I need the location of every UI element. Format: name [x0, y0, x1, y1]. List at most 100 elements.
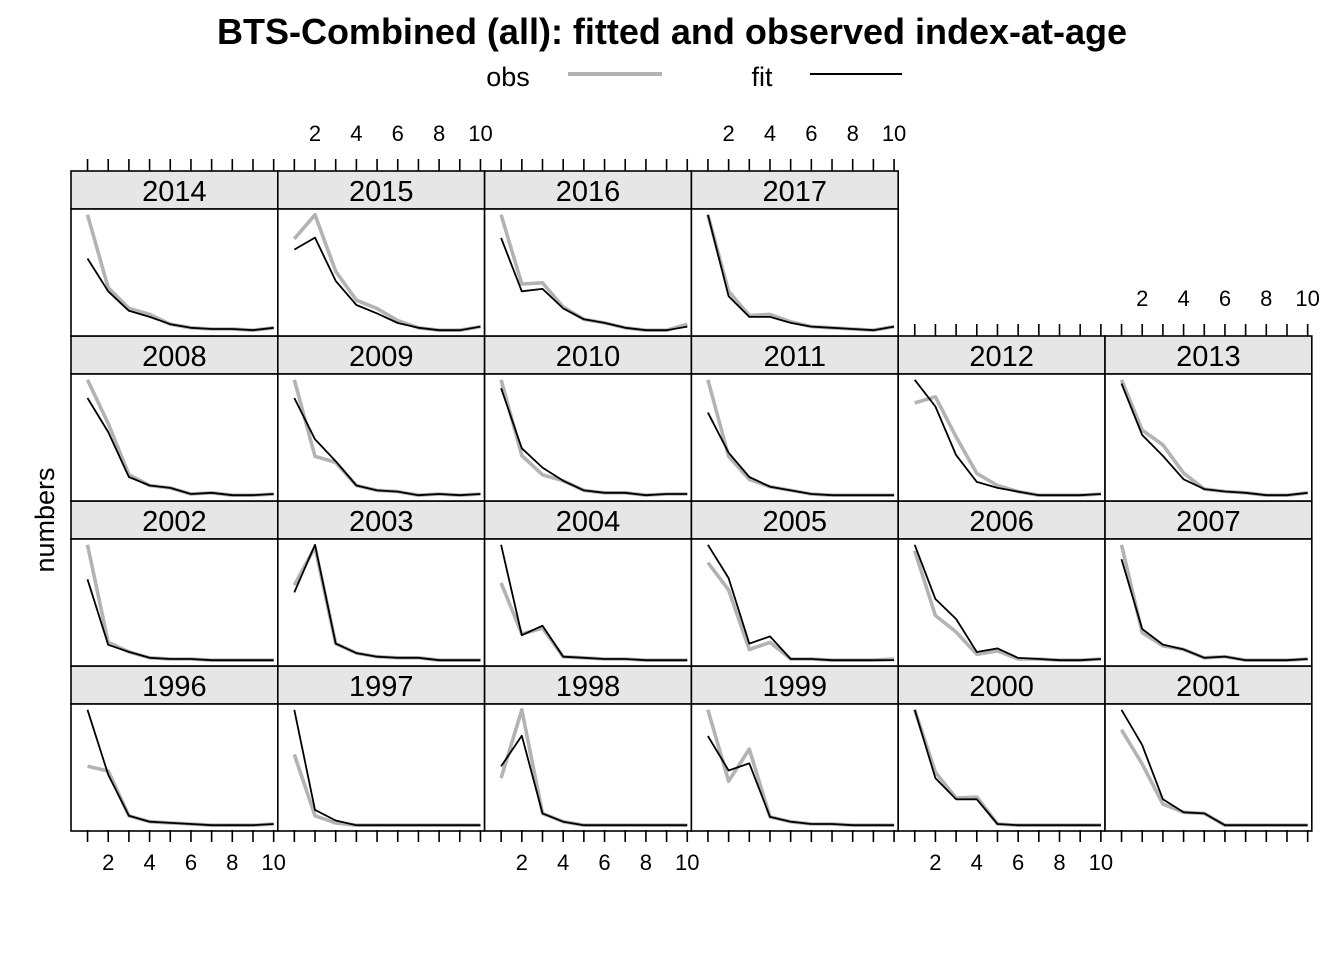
strip-label-1999: 1999	[763, 671, 828, 703]
x-tick-label-top: 10	[1295, 286, 1319, 311]
fit-line-2000	[913, 709, 1101, 827]
strip-label-2012: 2012	[969, 341, 1034, 373]
strip-2008	[70, 335, 279, 375]
fit-line-2001	[1120, 709, 1308, 827]
plot-area-2008	[70, 373, 279, 502]
x-tick-label-top: 4	[350, 121, 362, 146]
fit-line-2015	[293, 236, 481, 332]
strip-label-2007: 2007	[1176, 506, 1241, 538]
panel-2003: 2003	[276, 500, 486, 667]
fit-line-2002	[86, 579, 274, 662]
plot-area-2013	[1104, 373, 1313, 502]
strip-label-2015: 2015	[349, 176, 414, 208]
x-tick-label-top: 6	[805, 121, 817, 146]
plot-area-2015	[276, 208, 486, 337]
x-tick-label-top: 6	[392, 121, 404, 146]
panel-2016: 2016	[483, 170, 693, 337]
x-tick-label-bottom: 4	[143, 850, 155, 875]
x-tick-label-bottom: 8	[640, 850, 652, 875]
fit-line-2016	[500, 237, 688, 332]
x-tick-label-top: 2	[309, 121, 321, 146]
chart-title: BTS-Combined (all): fitted and observed …	[217, 11, 1127, 52]
panel-grid: 1996 1997 1998 1999 2000 2001 2002 2003 2004 2005…	[70, 121, 1320, 875]
fit-line-2004	[500, 544, 688, 662]
panel-2010: 2010	[483, 335, 693, 502]
panel-2017: 2017	[690, 170, 900, 337]
plot-area-2003	[276, 538, 486, 667]
plot-area-2002	[70, 538, 279, 667]
strip-label-2002: 2002	[142, 506, 207, 538]
panel-1996: 1996	[70, 665, 279, 832]
panel-2012: 2012	[897, 335, 1106, 502]
plot-area-2001	[1104, 703, 1313, 832]
x-tick-label-top: 4	[764, 121, 776, 146]
x-tick-label-top: 10	[468, 121, 492, 146]
plot-area-2004	[483, 538, 693, 667]
panel-2009: 2009	[276, 335, 486, 502]
strip-label-2013: 2013	[1176, 341, 1241, 373]
y-axis-label: numbers	[30, 467, 60, 572]
strip-2009	[276, 335, 486, 375]
panel-2002: 2002	[70, 500, 279, 667]
x-tick-label-bottom: 10	[1089, 850, 1113, 875]
x-tick-label-bottom: 6	[1012, 850, 1024, 875]
x-tick-label-bottom: 4	[557, 850, 569, 875]
strip-2007	[1104, 500, 1313, 540]
x-tick-label-top: 8	[847, 121, 859, 146]
x-tick-label-top: 2	[722, 121, 734, 146]
panel-1998: 1998	[483, 665, 693, 832]
strip-label-2003: 2003	[349, 506, 414, 538]
panel-2001: 2001	[1104, 665, 1313, 832]
x-tick-label-bottom: 2	[102, 850, 114, 875]
x-tick-label-top: 8	[1260, 286, 1272, 311]
plot-area-2009	[276, 373, 486, 502]
x-tick-label-bottom: 6	[598, 850, 610, 875]
plot-area-2006	[897, 538, 1106, 667]
x-tick-label-bottom: 2	[516, 850, 528, 875]
fit-line-2017	[707, 214, 895, 332]
x-tick-label-top: 2	[1136, 286, 1148, 311]
panel-2013: 2013	[1104, 335, 1313, 502]
x-tick-label-bottom: 8	[226, 850, 238, 875]
strip-label-2009: 2009	[349, 341, 414, 373]
strip-2006	[897, 500, 1106, 540]
strip-label-1996: 1996	[142, 671, 207, 703]
panel-2005: 2005	[690, 500, 900, 667]
plot-area-2010	[483, 373, 693, 502]
fit-line-2008	[86, 397, 274, 497]
x-tick-label-bottom: 10	[261, 850, 285, 875]
fit-line-1996	[86, 709, 274, 827]
strip-label-2006: 2006	[969, 506, 1034, 538]
fit-line-1997	[293, 709, 481, 827]
plot-area-2000	[897, 703, 1106, 832]
strip-label-2001: 2001	[1176, 671, 1241, 703]
legend-label-obs: obs	[486, 62, 530, 92]
panel-2008: 2008	[70, 335, 279, 502]
strip-2000	[897, 665, 1106, 705]
x-tick-label-top: 10	[882, 121, 906, 146]
strip-label-2004: 2004	[556, 506, 621, 538]
plot-area-2011	[690, 373, 900, 502]
fit-line-1999	[707, 735, 895, 827]
panel-2015: 2015	[276, 170, 486, 337]
strip-2005	[690, 500, 900, 540]
strip-label-2010: 2010	[556, 341, 621, 373]
x-tick-label-bottom: 10	[675, 850, 699, 875]
panel-2006: 2006	[897, 500, 1106, 667]
strip-2004	[483, 500, 693, 540]
fit-line-2010	[500, 387, 688, 497]
panel-1999: 1999	[690, 665, 900, 832]
fit-line-2012	[913, 379, 1101, 497]
fit-line-2003	[293, 543, 481, 662]
fit-line-2013	[1120, 383, 1308, 497]
strip-label-2008: 2008	[142, 341, 207, 373]
strip-label-2011: 2011	[764, 341, 826, 373]
fit-line-2006	[913, 544, 1101, 662]
plot-area-2005	[690, 538, 900, 667]
fit-line-2007	[1120, 558, 1308, 662]
strip-label-2017: 2017	[763, 176, 828, 208]
plot-area-2016	[483, 208, 693, 337]
plot-area-1998	[483, 703, 693, 832]
fit-line-1998	[500, 734, 688, 827]
